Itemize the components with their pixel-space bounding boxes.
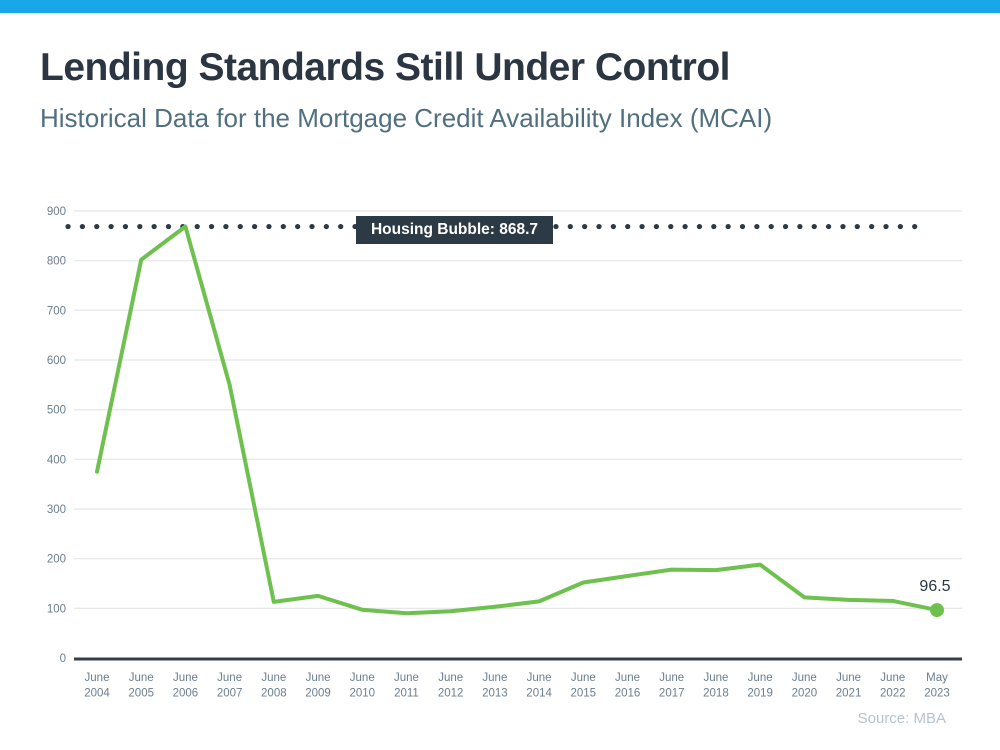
x-tick-label: June 2016	[615, 672, 641, 700]
top-accent-bar	[0, 0, 1000, 13]
x-tick-label: June 2005	[128, 672, 154, 700]
x-tick-label: June 2004	[84, 672, 110, 700]
x-tick-label: June 2013	[482, 672, 508, 700]
page-title: Lending Standards Still Under Control	[40, 46, 731, 89]
y-tick-label: 300	[47, 504, 66, 516]
y-tick-label: 400	[47, 454, 66, 466]
y-tick-label: 700	[47, 305, 66, 317]
mcai-series-line	[95, 224, 939, 616]
x-tick-label: June 2017	[659, 672, 685, 700]
latest-value-label: 96.5	[919, 578, 951, 595]
y-tick-label: 600	[47, 355, 66, 367]
x-tick-label: June 2012	[438, 672, 464, 700]
x-tick-label: June 2014	[526, 672, 552, 700]
x-tick-label: May 2023	[924, 672, 950, 700]
housing-bubble-annotation: Housing Bubble: 868.7	[356, 216, 553, 244]
y-axis-labels: 0 100 200 300 400 500 600 700 800 900	[47, 206, 66, 665]
y-tick-label: 200	[47, 554, 66, 566]
x-tick-label: June 2007	[217, 672, 243, 700]
x-tick-label: June 2011	[394, 672, 419, 700]
x-tick-label: June 2020	[792, 672, 818, 700]
x-tick-label: June 2009	[305, 672, 331, 700]
y-tick-label: 500	[47, 405, 66, 417]
x-axis-labels: June 2004 June 2005 June 2006 June 2007 June 2008…	[84, 672, 950, 700]
x-tick-label: June 2015	[571, 672, 597, 700]
latest-data-point	[929, 603, 944, 618]
source-caption: Source: MBA	[857, 710, 946, 727]
x-tick-label: June 2018	[703, 672, 729, 700]
x-tick-label: June 2008	[261, 672, 287, 700]
page-subtitle: Historical Data for the Mortgage Credit …	[40, 103, 773, 133]
y-tick-label: 800	[47, 256, 66, 268]
x-tick-label: June 2019	[747, 672, 773, 700]
gridlines	[74, 210, 962, 609]
y-tick-label: 900	[47, 206, 66, 218]
x-tick-label: June 2022	[880, 672, 906, 700]
x-tick-label: June 2010	[349, 672, 375, 700]
x-tick-label: June 2021	[836, 672, 862, 700]
x-tick-label: June 2006	[173, 672, 199, 700]
y-tick-label: 0	[60, 653, 66, 665]
y-tick-label: 100	[47, 603, 66, 615]
